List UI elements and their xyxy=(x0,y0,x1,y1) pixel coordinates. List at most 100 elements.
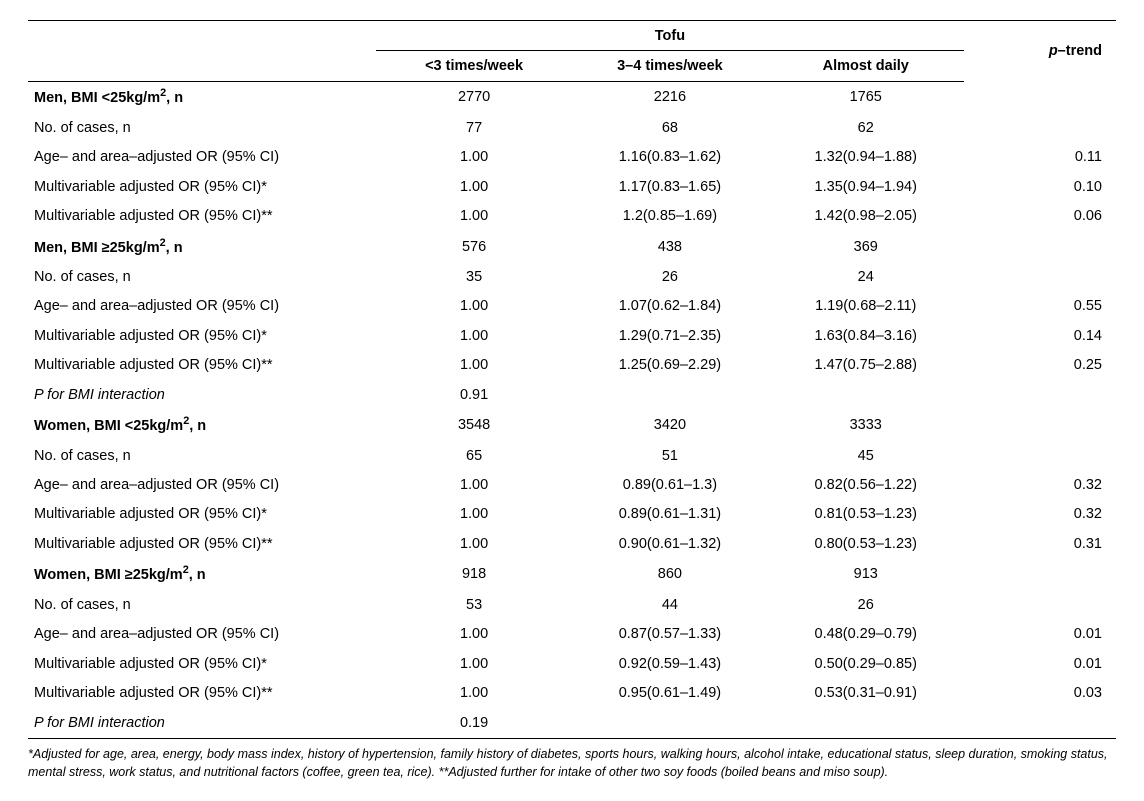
cell xyxy=(964,441,1116,470)
table-row: No. of cases, n 65 51 45 xyxy=(28,441,1116,470)
row-label: Multivariable adjusted OR (95% CI)** xyxy=(28,202,376,231)
cell: 913 xyxy=(768,559,964,590)
row-label: Multivariable adjusted OR (95% CI)* xyxy=(28,172,376,201)
table-row: Multivariable adjusted OR (95% CI)* 1.00… xyxy=(28,649,1116,678)
cell: 1.00 xyxy=(376,471,572,500)
cell: 53 xyxy=(376,590,572,619)
cell: 1.42(0.98–2.05) xyxy=(768,202,964,231)
cell xyxy=(768,380,964,409)
row-label: P for BMI interaction xyxy=(28,708,376,738)
cell: 51 xyxy=(572,441,768,470)
cell xyxy=(768,708,964,738)
cell: 26 xyxy=(572,262,768,291)
cell: 3333 xyxy=(768,410,964,441)
ptrend-header: p–trend xyxy=(964,21,1116,82)
table-row: Multivariable adjusted OR (95% CI)** 1.0… xyxy=(28,529,1116,558)
col1-header: <3 times/week xyxy=(376,51,572,81)
table-row: P for BMI interaction 0.91 xyxy=(28,380,1116,409)
cell: 1.2(0.85–1.69) xyxy=(572,202,768,231)
cell: 860 xyxy=(572,559,768,590)
cell xyxy=(964,113,1116,142)
cell: 576 xyxy=(376,231,572,262)
table-row: Multivariable adjusted OR (95% CI)** 1.0… xyxy=(28,679,1116,708)
table-row: Age– and area–adjusted OR (95% CI) 1.00 … xyxy=(28,471,1116,500)
cell: 1.00 xyxy=(376,529,572,558)
cell: 26 xyxy=(768,590,964,619)
cell: 1.47(0.75–2.88) xyxy=(768,351,964,380)
cell: 0.10 xyxy=(964,172,1116,201)
row-label: Multivariable adjusted OR (95% CI)* xyxy=(28,500,376,529)
cell: 0.32 xyxy=(964,471,1116,500)
table-row: Multivariable adjusted OR (95% CI)** 1.0… xyxy=(28,202,1116,231)
cell: 1.00 xyxy=(376,620,572,649)
cell: 1.16(0.83–1.62) xyxy=(572,143,768,172)
col2-header: 3–4 times/week xyxy=(572,51,768,81)
cell xyxy=(964,262,1116,291)
table-row: Men, BMI <25kg/m2, n 2770 2216 1765 xyxy=(28,81,1116,113)
table-row: Multivariable adjusted OR (95% CI)* 1.00… xyxy=(28,500,1116,529)
cell xyxy=(572,380,768,409)
row-label: Age– and area–adjusted OR (95% CI) xyxy=(28,143,376,172)
cell xyxy=(964,380,1116,409)
cell: 62 xyxy=(768,113,964,142)
table-row: Women, BMI ≥25kg/m2, n 918 860 913 xyxy=(28,559,1116,590)
cell: 1.00 xyxy=(376,649,572,678)
cell: 0.81(0.53–1.23) xyxy=(768,500,964,529)
cell: 1.63(0.84–3.16) xyxy=(768,321,964,350)
row-label: No. of cases, n xyxy=(28,113,376,142)
cell: 2216 xyxy=(572,81,768,113)
group-header: Men, BMI <25kg/m2, n xyxy=(28,81,376,113)
cell: 0.01 xyxy=(964,620,1116,649)
cell: 0.25 xyxy=(964,351,1116,380)
table-row: Men, BMI ≥25kg/m2, n 576 438 369 xyxy=(28,231,1116,262)
tofu-span-header: Tofu xyxy=(376,21,963,51)
cell: 1.00 xyxy=(376,143,572,172)
cell xyxy=(964,590,1116,619)
results-table: Tofu p–trend <3 times/week 3–4 times/wee… xyxy=(28,20,1116,739)
group-header: Women, BMI ≥25kg/m2, n xyxy=(28,559,376,590)
row-label: Age– and area–adjusted OR (95% CI) xyxy=(28,292,376,321)
table-row: Age– and area–adjusted OR (95% CI) 1.00 … xyxy=(28,620,1116,649)
table-row: No. of cases, n 77 68 62 xyxy=(28,113,1116,142)
row-label: Multivariable adjusted OR (95% CI)* xyxy=(28,321,376,350)
cell xyxy=(964,559,1116,590)
cell: 1.17(0.83–1.65) xyxy=(572,172,768,201)
cell: 0.32 xyxy=(964,500,1116,529)
table-row: Age– and area–adjusted OR (95% CI) 1.00 … xyxy=(28,143,1116,172)
cell: 35 xyxy=(376,262,572,291)
cell: 438 xyxy=(572,231,768,262)
row-label: Multivariable adjusted OR (95% CI)* xyxy=(28,649,376,678)
cell: 0.19 xyxy=(376,708,572,738)
table-row: Women, BMI <25kg/m2, n 3548 3420 3333 xyxy=(28,410,1116,441)
cell: 2770 xyxy=(376,81,572,113)
cell: 0.11 xyxy=(964,143,1116,172)
cell: 918 xyxy=(376,559,572,590)
cell: 1.00 xyxy=(376,321,572,350)
row-label: Multivariable adjusted OR (95% CI)** xyxy=(28,529,376,558)
cell: 0.91 xyxy=(376,380,572,409)
cell: 1.35(0.94–1.94) xyxy=(768,172,964,201)
cell: 0.06 xyxy=(964,202,1116,231)
row-label: P for BMI interaction xyxy=(28,380,376,409)
cell: 1.19(0.68–2.11) xyxy=(768,292,964,321)
cell: 1.07(0.62–1.84) xyxy=(572,292,768,321)
cell xyxy=(572,708,768,738)
cell: 3420 xyxy=(572,410,768,441)
table-row: Age– and area–adjusted OR (95% CI) 1.00 … xyxy=(28,292,1116,321)
cell: 0.31 xyxy=(964,529,1116,558)
cell: 1.29(0.71–2.35) xyxy=(572,321,768,350)
cell: 1.00 xyxy=(376,679,572,708)
cell xyxy=(964,81,1116,113)
cell: 0.50(0.29–0.85) xyxy=(768,649,964,678)
col3-header: Almost daily xyxy=(768,51,964,81)
group-header: Men, BMI ≥25kg/m2, n xyxy=(28,231,376,262)
cell: 65 xyxy=(376,441,572,470)
cell: 3548 xyxy=(376,410,572,441)
cell: 1.25(0.69–2.29) xyxy=(572,351,768,380)
table-row: P for BMI interaction 0.19 xyxy=(28,708,1116,738)
cell xyxy=(964,231,1116,262)
cell: 1.00 xyxy=(376,172,572,201)
cell: 369 xyxy=(768,231,964,262)
cell: 0.80(0.53–1.23) xyxy=(768,529,964,558)
cell: 0.55 xyxy=(964,292,1116,321)
